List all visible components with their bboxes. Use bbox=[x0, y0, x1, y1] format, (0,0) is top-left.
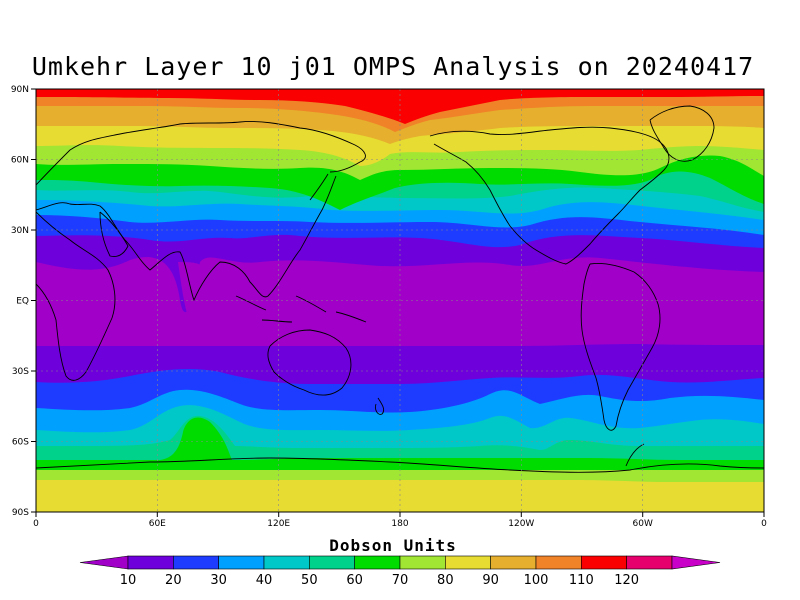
colorbar-swatch-2 bbox=[173, 555, 219, 570]
colorbar-level-label: 70 bbox=[392, 573, 409, 588]
colorbar-level-label: 50 bbox=[301, 573, 318, 588]
lat-label-90n: 90N bbox=[11, 85, 29, 95]
colorbar-level-label: 80 bbox=[437, 573, 454, 588]
map-title: Umkehr Layer 10 j01 OMPS Analysis on 202… bbox=[31, 52, 755, 81]
contour-band-120-north bbox=[36, 89, 764, 124]
colorbar-swatch-5 bbox=[309, 555, 355, 570]
map-grid bbox=[36, 89, 764, 512]
colorbar-swatch-8 bbox=[445, 555, 491, 570]
colorbar-swatch-4 bbox=[263, 555, 310, 570]
colorbar-level-label: 60 bbox=[346, 573, 363, 588]
lat-label-30n: 30N bbox=[11, 226, 29, 236]
lat-label-90s: 90S bbox=[12, 508, 29, 518]
colorbar-swatch-3 bbox=[218, 555, 265, 570]
lat-label-30s: 30S bbox=[12, 367, 29, 377]
lat-label-60s: 60S bbox=[12, 438, 29, 448]
lat-labels: 90N 60N 30N EQ 30S 60S 90S bbox=[11, 85, 29, 518]
lat-label-eq: EQ bbox=[16, 297, 29, 307]
lon-label-120w: 120W bbox=[508, 519, 534, 529]
tick-marks bbox=[31, 88, 765, 517]
colorbar-level-label: 20 bbox=[165, 573, 182, 588]
colorbar-swatch-10 bbox=[535, 555, 582, 570]
lon-label-0-west: 0 bbox=[33, 519, 39, 529]
lon-label-60w: 60W bbox=[633, 519, 653, 529]
colorbar-swatch-6 bbox=[354, 555, 401, 570]
lon-label-180: 180 bbox=[391, 519, 408, 529]
coastlines bbox=[36, 105, 764, 473]
colorbar-level-label: 90 bbox=[482, 573, 499, 588]
lon-label-120e: 120E bbox=[267, 519, 290, 529]
lon-labels: 0 60E 120E 180 120W 60W 0 bbox=[33, 519, 767, 529]
colorbar-level-label: 100 bbox=[524, 573, 549, 588]
colorbar-swatch-12 bbox=[626, 555, 673, 570]
colorbar-level-label: 30 bbox=[210, 573, 227, 588]
colorbar-swatch-1 bbox=[127, 555, 174, 570]
colorbar-swatch-9 bbox=[490, 555, 537, 570]
lat-label-60n: 60N bbox=[11, 156, 29, 166]
lon-label-60e: 60E bbox=[149, 519, 166, 529]
colorbar: 10 20 30 40 50 60 70 80 90 100 110 120 bbox=[79, 555, 721, 588]
colorbar-level-label: 110 bbox=[569, 573, 594, 588]
colorbar-level-label: 10 bbox=[120, 573, 137, 588]
colorbar-swatch-11 bbox=[581, 555, 627, 570]
colorbar-swatch-over bbox=[671, 555, 721, 570]
lon-label-0-east: 0 bbox=[761, 519, 767, 529]
colorbar-level-label: 40 bbox=[256, 573, 273, 588]
colorbar-swatch-under bbox=[79, 555, 129, 570]
colorbar-level-label: 120 bbox=[614, 573, 639, 588]
colorbar-swatch-7 bbox=[399, 555, 446, 570]
contour-band-10-south-feature bbox=[178, 262, 210, 330]
colorbar-title: Dobson Units bbox=[329, 536, 457, 555]
